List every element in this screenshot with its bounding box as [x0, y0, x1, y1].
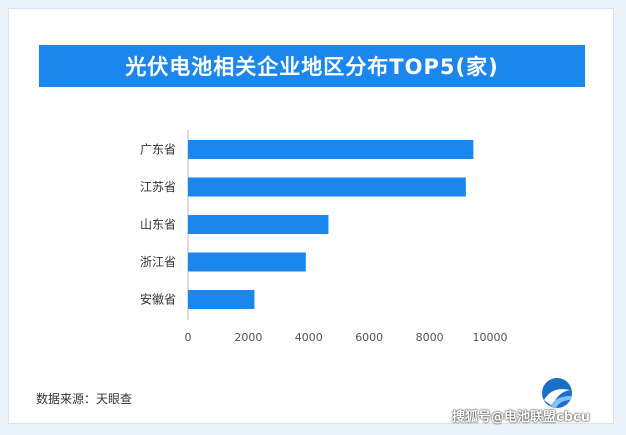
x-tick-label: 2000 [234, 331, 262, 344]
category-label: 江苏省 [140, 180, 176, 194]
watermark: 搜狐号@电池联盟cbcu [452, 410, 590, 425]
wave-logo-icon [542, 378, 572, 408]
chart-title: 光伏电池相关企业地区分布TOP5(家) [39, 45, 585, 87]
bar [188, 140, 474, 159]
category-label: 山东省 [140, 218, 176, 232]
category-label: 浙江省 [140, 255, 176, 269]
x-tick-label: 8000 [416, 331, 444, 344]
bar [188, 252, 306, 272]
x-tick-label: 10000 [473, 331, 508, 344]
x-tick-label: 0 [185, 331, 192, 344]
bar [188, 215, 329, 234]
bar [188, 177, 466, 197]
x-tick-label: 4000 [295, 331, 323, 344]
category-label: 安徽省 [140, 292, 176, 307]
x-tick-label: 6000 [355, 331, 383, 344]
source-note: 数据来源：天眼查 [36, 392, 133, 406]
bar [188, 290, 255, 309]
category-label: 广东省 [140, 143, 176, 157]
